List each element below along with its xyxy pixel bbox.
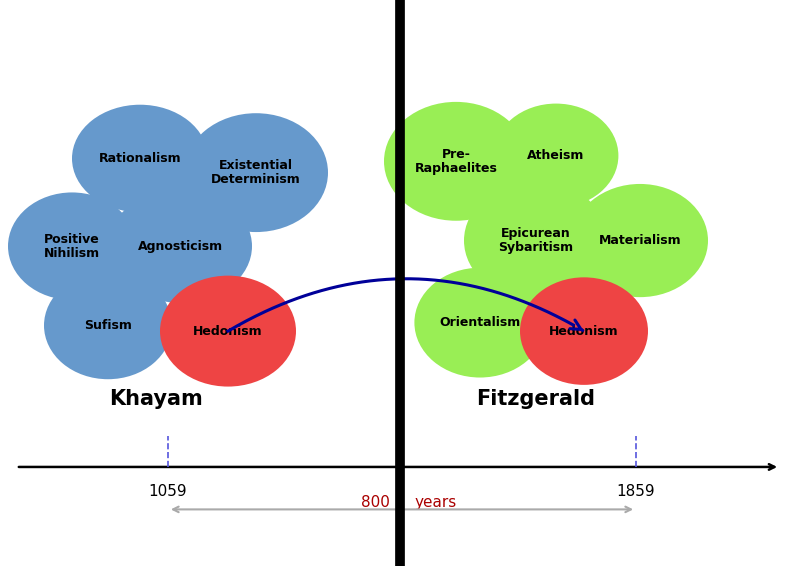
Ellipse shape bbox=[108, 190, 252, 303]
Text: Sufism: Sufism bbox=[84, 319, 132, 332]
Text: Orientalism: Orientalism bbox=[439, 316, 521, 329]
Text: Khayam: Khayam bbox=[109, 389, 203, 409]
Ellipse shape bbox=[160, 276, 296, 387]
Text: Rationalism: Rationalism bbox=[98, 152, 182, 165]
Text: Agnosticism: Agnosticism bbox=[138, 240, 222, 252]
Ellipse shape bbox=[44, 272, 172, 379]
Text: Existential
Determinism: Existential Determinism bbox=[211, 159, 301, 186]
Ellipse shape bbox=[384, 102, 528, 221]
Text: Fitzgerald: Fitzgerald bbox=[477, 389, 595, 409]
Text: years: years bbox=[414, 495, 456, 510]
Text: Epicurean
Sybaritism: Epicurean Sybaritism bbox=[498, 227, 574, 254]
Ellipse shape bbox=[572, 184, 708, 297]
Ellipse shape bbox=[520, 277, 648, 385]
Text: 1059: 1059 bbox=[149, 484, 187, 499]
Text: Hedonism: Hedonism bbox=[193, 325, 263, 337]
Ellipse shape bbox=[184, 113, 328, 232]
Ellipse shape bbox=[72, 105, 208, 212]
Ellipse shape bbox=[8, 192, 136, 300]
Text: 1859: 1859 bbox=[617, 484, 655, 499]
Text: Materialism: Materialism bbox=[598, 234, 682, 247]
Text: Pre-
Raphaelites: Pre- Raphaelites bbox=[414, 148, 498, 175]
Ellipse shape bbox=[464, 181, 608, 300]
Text: Atheism: Atheism bbox=[527, 149, 585, 162]
Text: 800: 800 bbox=[361, 495, 390, 510]
Ellipse shape bbox=[414, 268, 546, 378]
Ellipse shape bbox=[494, 104, 618, 208]
Text: Hedonism: Hedonism bbox=[549, 325, 619, 337]
Text: Positive
Nihilism: Positive Nihilism bbox=[44, 233, 100, 260]
